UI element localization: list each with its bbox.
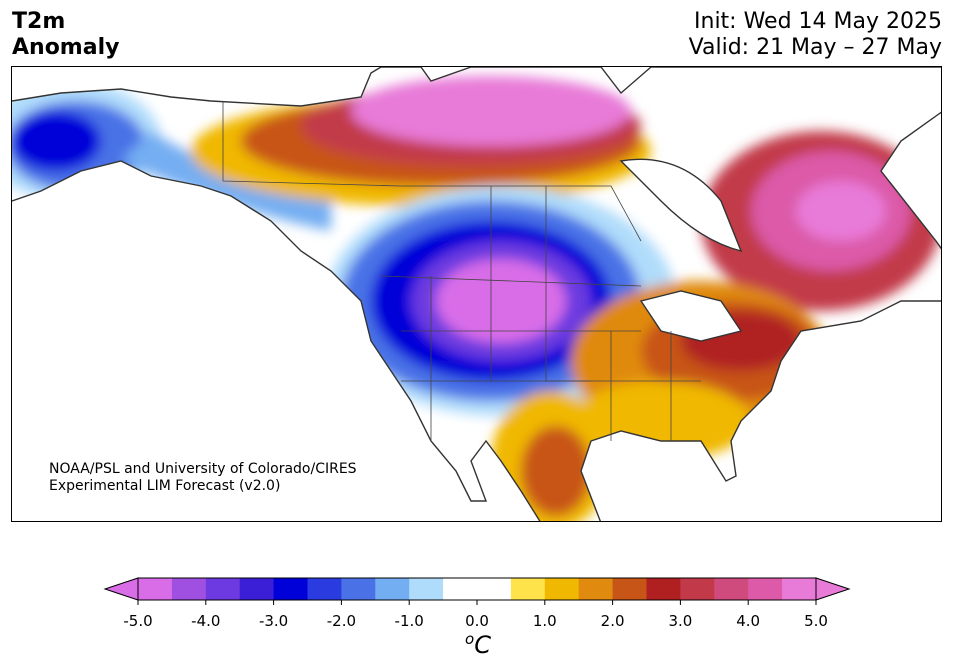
colorbar-bins	[137, 577, 817, 601]
colorbar-ticks	[137, 600, 817, 605]
colorbar-tick-label: -1.0	[394, 612, 424, 630]
colorbar-bin	[612, 578, 647, 600]
colorbar-bin	[544, 578, 580, 600]
forecast-dates: Init: Wed 14 May 2025 Valid: 21 May – 27…	[689, 9, 942, 61]
colorbar-under-arrow	[103, 577, 139, 601]
credit-text: NOAA/PSL and University of Colorado/CIRE…	[49, 461, 357, 495]
colorbar-bin	[205, 578, 241, 600]
colorbar-bin	[714, 578, 749, 600]
colorbar-bin	[510, 578, 546, 600]
colorbar-bin	[578, 578, 614, 600]
colorbar-tick-label: 3.0	[668, 612, 693, 630]
colorbar-bin	[782, 578, 817, 600]
colorbar-bin	[646, 578, 681, 600]
colorbar-bin	[409, 578, 444, 600]
colorbar-bin	[375, 578, 410, 600]
map-title: T2m Anomaly	[12, 9, 119, 61]
colorbar-tick-label: 1.0	[532, 612, 557, 630]
political-borders	[222, 101, 701, 441]
valid-range: Valid: 21 May – 27 May	[688, 35, 942, 60]
colorbar-bin	[307, 578, 342, 600]
colorbar-tick-label: 2.0	[600, 612, 625, 630]
coastlines	[12, 67, 941, 521]
colorbar-over-arrow	[815, 577, 851, 601]
colorbar-tick-label: 5.0	[804, 612, 828, 630]
colorbar-bin	[273, 578, 308, 600]
colorbar-bin	[748, 578, 783, 600]
colorbar-bin	[680, 578, 715, 600]
units-letter: C	[474, 631, 491, 659]
colorbar-bin	[239, 578, 275, 600]
credit-line-2: Experimental LIM Forecast (v2.0)	[49, 478, 281, 494]
title-line-2: Anomaly	[12, 35, 120, 60]
colorbar-tick-label: -2.0	[326, 612, 357, 630]
credit-line-1: NOAA/PSL and University of Colorado/CIRE…	[49, 461, 357, 477]
title-line-1: T2m	[12, 9, 66, 34]
init-date: Init: Wed 14 May 2025	[694, 9, 942, 34]
colorbar-tick-label: 0.0	[465, 612, 489, 630]
colorbar-tick-label: -4.0	[191, 612, 221, 630]
anomaly-map	[11, 66, 942, 522]
colorbar-tick-label: -5.0	[123, 612, 153, 630]
units-label: oC	[458, 630, 498, 659]
colorbar-bin	[341, 578, 376, 600]
colorbar-tick-label: -3.0	[258, 612, 289, 630]
degree-symbol: o	[465, 630, 475, 648]
colorbar-tick-label: 4.0	[736, 612, 761, 630]
map-canvas	[12, 67, 941, 521]
colorbar-bin	[138, 578, 173, 600]
colorbar-bin	[443, 578, 512, 600]
colorbar-bin	[171, 578, 207, 600]
